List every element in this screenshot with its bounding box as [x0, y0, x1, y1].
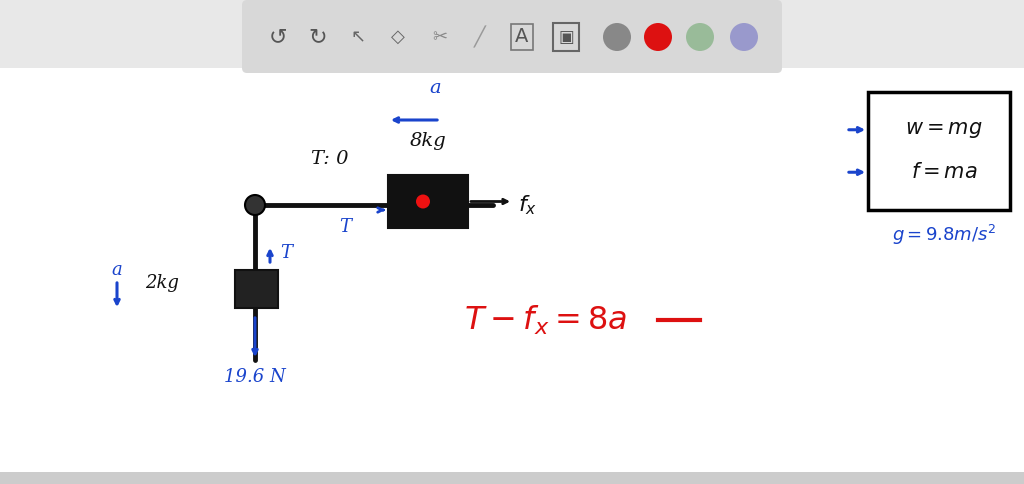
Bar	[388, 175, 468, 228]
Bar	[234, 270, 278, 308]
Circle shape	[686, 23, 714, 51]
Text: T: T	[339, 218, 351, 236]
FancyBboxPatch shape	[242, 0, 782, 73]
Text: a: a	[112, 261, 123, 279]
Text: ✂: ✂	[432, 28, 447, 46]
Text: ▣: ▣	[558, 28, 573, 46]
Text: 2kg: 2kg	[145, 274, 179, 292]
Circle shape	[603, 23, 631, 51]
Text: 19.6 N: 19.6 N	[224, 368, 286, 386]
Bar	[247, 5, 777, 68]
Circle shape	[644, 23, 672, 51]
Text: T: T	[280, 244, 292, 262]
Text: 8kg: 8kg	[410, 132, 446, 150]
Text: T: 0: T: 0	[311, 150, 349, 168]
Text: ↖: ↖	[350, 28, 366, 46]
Text: ↺: ↺	[268, 27, 288, 47]
Text: $T-f_x = 8a$: $T-f_x = 8a$	[464, 303, 628, 337]
Text: a: a	[429, 79, 440, 97]
Text: $g = 9.8 m/s^2$: $g = 9.8 m/s^2$	[892, 223, 996, 247]
Text: $f = ma$: $f = ma$	[910, 162, 977, 182]
Circle shape	[416, 195, 430, 209]
Text: ◇: ◇	[391, 28, 404, 46]
Text: A: A	[515, 28, 528, 46]
Circle shape	[245, 195, 265, 215]
Text: $f_x$: $f_x$	[518, 194, 538, 217]
Bar	[0, 68, 1024, 484]
Text: ↻: ↻	[308, 27, 328, 47]
Text: $w = mg$: $w = mg$	[905, 120, 983, 140]
Text: ╱: ╱	[474, 26, 485, 48]
Bar	[868, 92, 1010, 210]
Bar	[0, 472, 1024, 484]
Circle shape	[730, 23, 758, 51]
